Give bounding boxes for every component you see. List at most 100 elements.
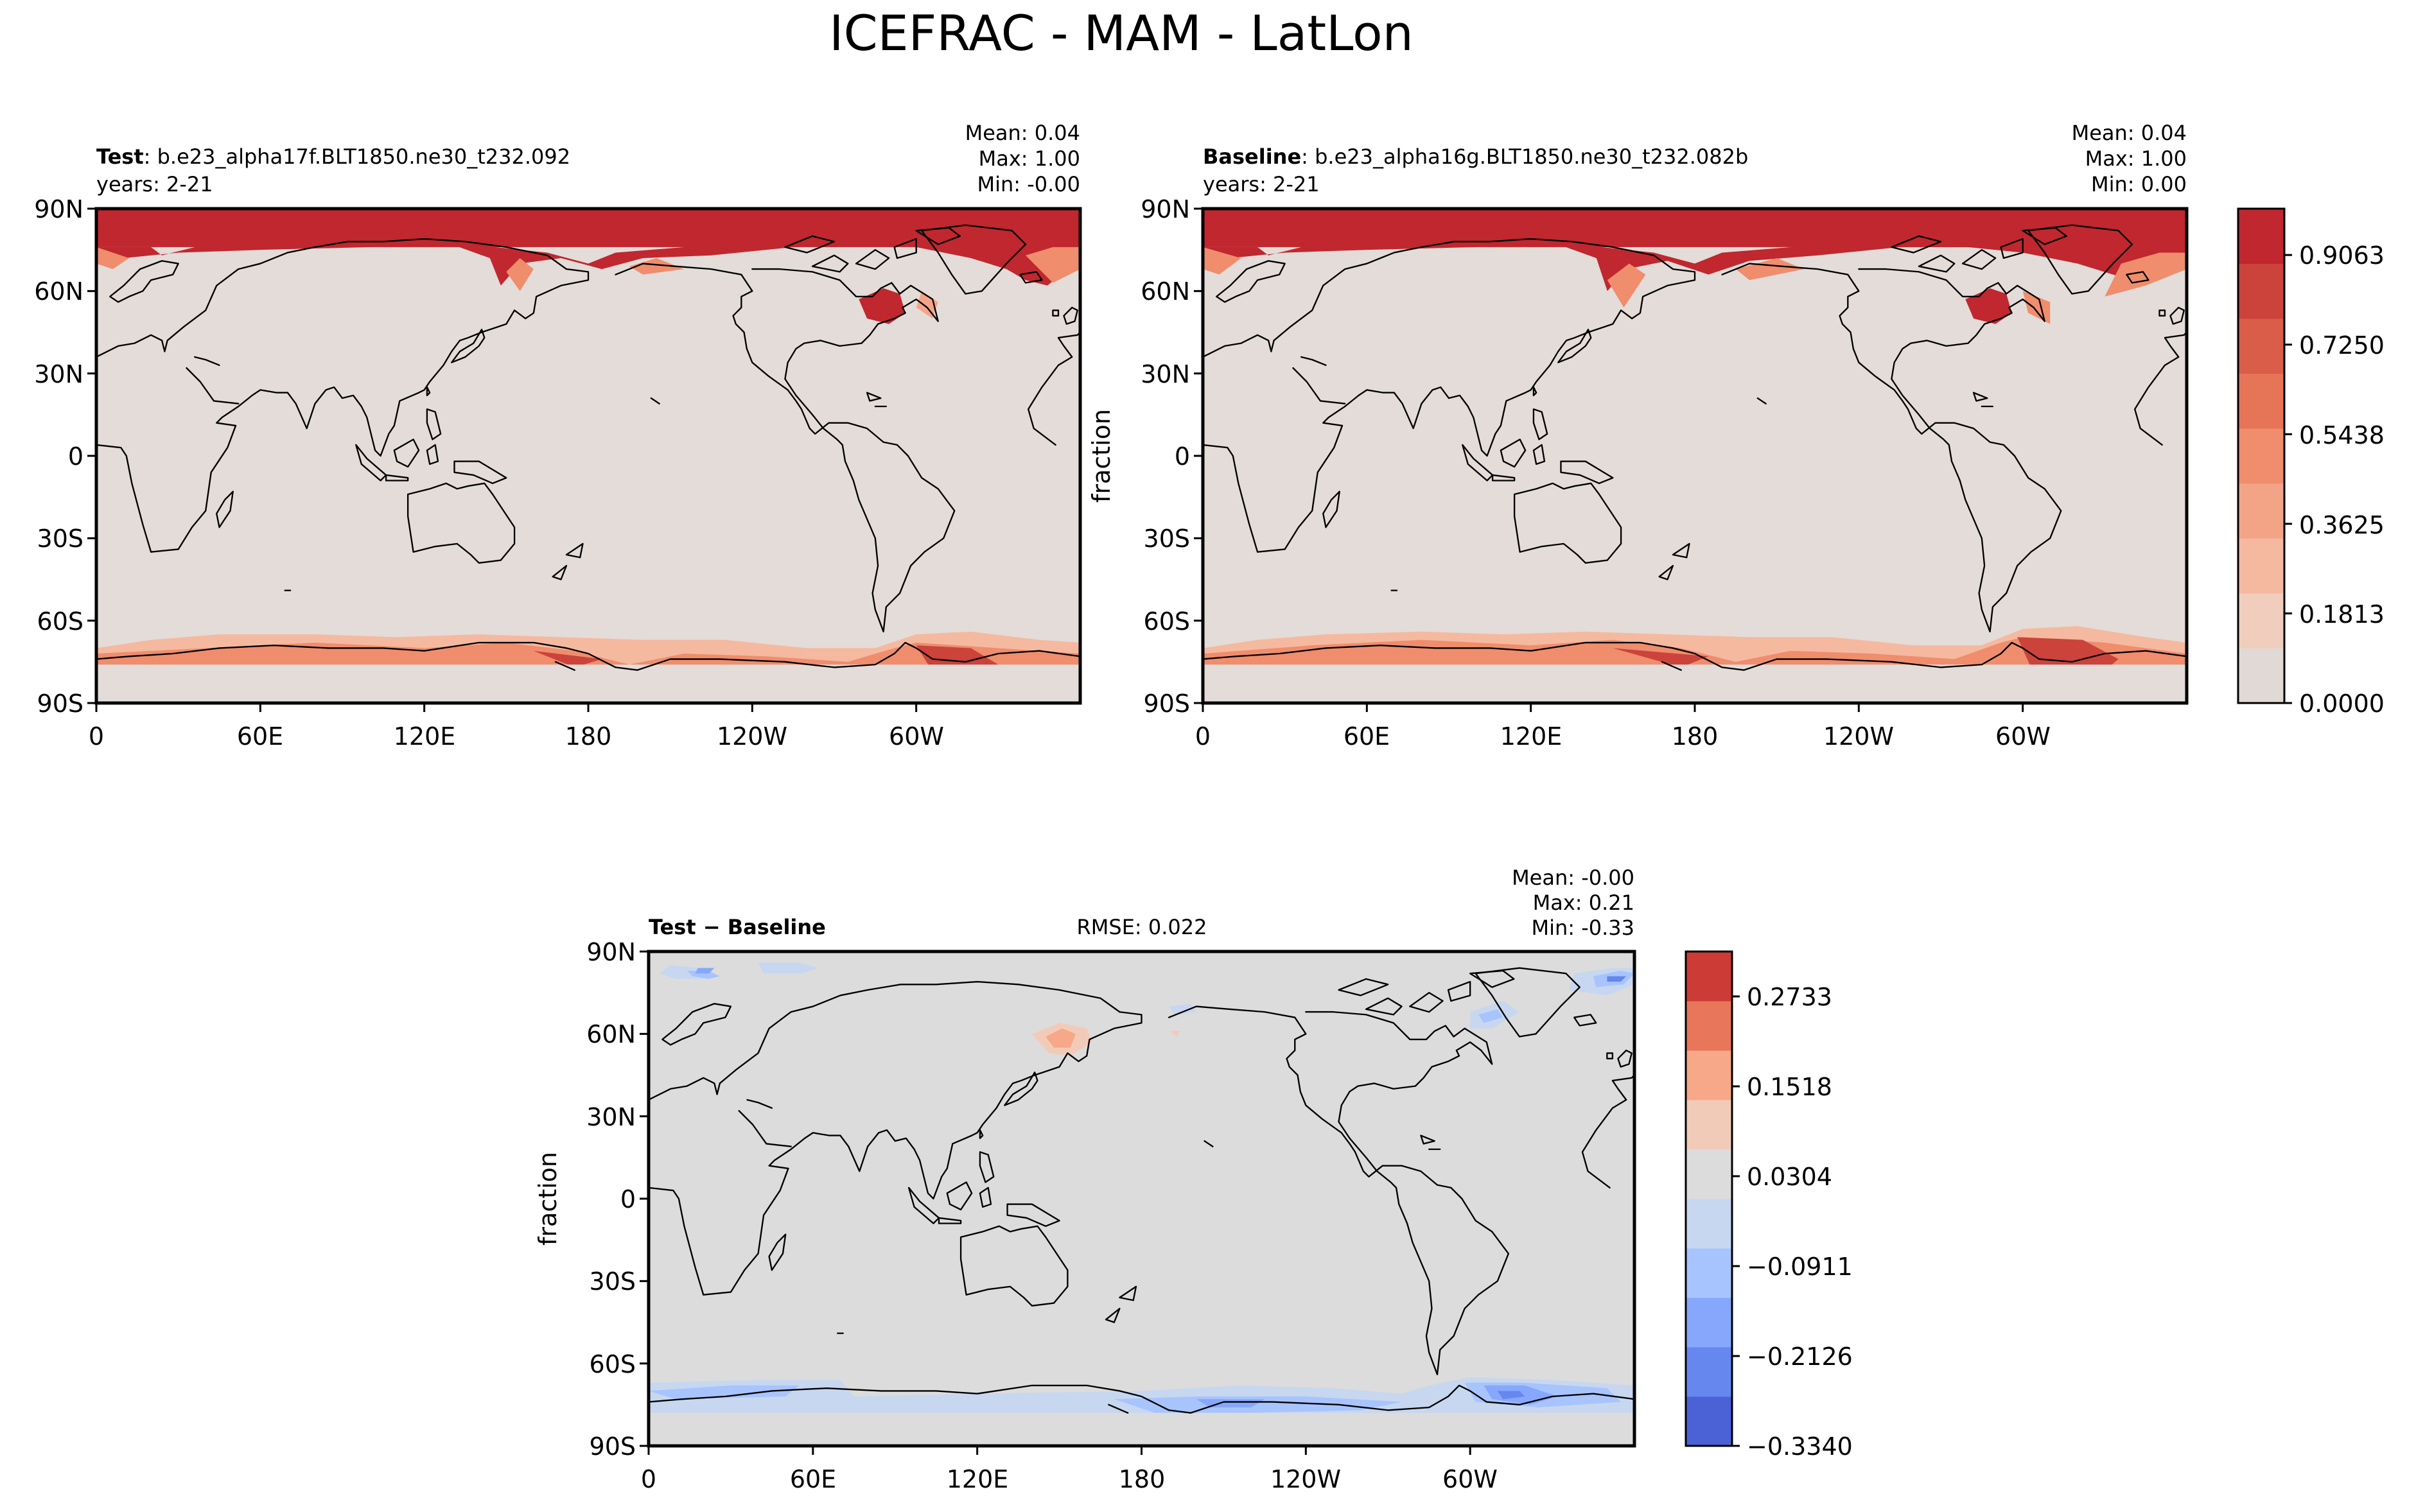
baseline-ytick: 90S (1144, 690, 1190, 718)
colorbar-segment (1686, 1396, 1732, 1447)
baseline-colorbar-tick: 0.0000 (2299, 690, 2385, 718)
diff-ytick: 90N (586, 938, 636, 966)
test-label-bold: Test (96, 144, 144, 169)
baseline-years: years: 2-21 (1203, 172, 1320, 196)
baseline-xtick: 60W (1995, 722, 2051, 751)
test-years: years: 2-21 (96, 172, 213, 196)
baseline-case-label: Baseline: b.e23_alpha16g.BLT1850.ne30_t2… (1203, 144, 1748, 169)
baseline-xtick: 60E (1344, 722, 1390, 751)
test-map-background (96, 209, 1080, 703)
test-antarctic-ice-inner (533, 645, 999, 676)
diff-max: Max: 0.21 (1533, 891, 1634, 915)
test-ytick: 90N (34, 195, 83, 223)
baseline-arctic-ice-edge (1203, 236, 2187, 291)
colorbar-segment (2238, 483, 2284, 539)
baseline-ylabel: fraction (1087, 409, 1116, 503)
diff-ytick: 30S (590, 1267, 636, 1296)
test-panel: Test: b.e23_alpha17f.BLT1850.ne30_t232.0… (34, 121, 1082, 751)
colorbar-segment (2238, 373, 2284, 429)
diff-label: Test − Baseline (649, 915, 826, 939)
baseline-tick-marks (1194, 207, 2024, 712)
baseline-ytick: 60N (1141, 277, 1190, 306)
diff-xtick: 180 (1119, 1465, 1166, 1493)
test-labrador-ice (916, 291, 938, 319)
baseline-ytick: 30S (1144, 525, 1190, 553)
baseline-ytick: 90N (1141, 195, 1190, 223)
test-case-name: : b.e23_alpha17f.BLT1850.ne30_t232.092 (144, 144, 570, 169)
diff-tick-marks (640, 950, 1471, 1455)
diff-xtick: 60E (790, 1465, 836, 1493)
diff-rmse: RMSE: 0.022 (1077, 915, 1207, 939)
test-map (96, 209, 1080, 703)
baseline-xtick: 120E (1500, 722, 1563, 751)
colorbar-segment (2238, 209, 2284, 265)
baseline-case-name: : b.e23_alpha16g.BLT1850.ne30_t232.082b (1301, 144, 1748, 169)
diff-mean: Mean: -0.00 (1512, 865, 1634, 890)
test-xtick: 120W (717, 722, 787, 751)
test-ytick: 90S (37, 690, 83, 718)
diff-anomaly-neg (758, 962, 819, 974)
diff-colorbar-tick: −0.2126 (1747, 1343, 1853, 1371)
colorbar-segment (1686, 952, 1732, 1002)
colorbar-segment (2238, 428, 2284, 484)
diff-xtick: 120E (947, 1465, 1009, 1493)
baseline-colorbar-tick: 0.5438 (2299, 421, 2385, 449)
diff-colorbar-tick: −0.0911 (1747, 1253, 1853, 1281)
test-max: Max: 1.00 (979, 146, 1080, 171)
colorbar-segment (1686, 1248, 1732, 1298)
test-ytick: 60S (37, 607, 83, 636)
test-antarctica-land (96, 665, 1080, 703)
baseline-map (1203, 209, 2187, 703)
colorbar-segment (2238, 318, 2284, 374)
baseline-colorbar-frame (2237, 207, 2286, 704)
diff-xtick: 120W (1270, 1465, 1341, 1493)
baseline-xtick: 180 (1672, 722, 1719, 751)
diff-colorbar-tick: 0.0304 (1747, 1163, 1832, 1191)
diff-ylabel: fraction (534, 1152, 562, 1246)
diff-ytick: 90S (590, 1432, 636, 1461)
diff-xtick: 60W (1442, 1465, 1498, 1493)
test-ytick: 0 (68, 442, 83, 471)
baseline-ytick: 0 (1175, 442, 1190, 471)
diff-anomaly-neg (1497, 1391, 1525, 1400)
diff-antarctica-land (649, 1412, 1634, 1446)
colorbar-segment (1686, 1149, 1732, 1199)
colorbar-segment (1686, 1100, 1732, 1150)
colorbar-segment (1686, 1347, 1732, 1397)
test-tick-marks (87, 207, 918, 712)
diff-anomaly-pos (1169, 1031, 1180, 1037)
baseline-panel: Baseline: b.e23_alpha16g.BLT1850.ne30_t2… (1087, 121, 2385, 751)
diff-xtick: 0 (641, 1465, 656, 1493)
colorbar-segment (1686, 1199, 1732, 1249)
test-min: Min: -0.00 (977, 172, 1080, 196)
diff-anomaly-neg (649, 1382, 1621, 1413)
figure-title: ICEFRAC - MAM - LatLon (829, 4, 1414, 62)
baseline-antarctica-land (1203, 665, 2187, 703)
colorbar-segment (2238, 648, 2284, 704)
test-ytick: 30N (34, 360, 83, 388)
colorbar-segment (2238, 593, 2284, 648)
baseline-label-bold: Baseline (1203, 144, 1301, 169)
colorbar-segment (2238, 538, 2284, 594)
diff-colorbar-tick: 0.2733 (1747, 983, 1832, 1011)
diff-ytick: 0 (620, 1185, 636, 1213)
test-xtick: 180 (565, 722, 612, 751)
test-xtick: 60W (889, 722, 944, 751)
baseline-xtick: 0 (1195, 722, 1211, 751)
test-mean: Mean: 0.04 (965, 121, 1080, 145)
baseline-max: Max: 1.00 (2085, 146, 2187, 171)
diff-anomaly-neg (695, 968, 715, 974)
diff-anomaly-pos (1046, 1028, 1076, 1048)
diff-map-background (649, 952, 1634, 1446)
test-xtick: 0 (89, 722, 104, 751)
baseline-colorbar-tick: 0.7250 (2299, 331, 2385, 360)
colorbar-segment (2238, 263, 2284, 319)
baseline-ytick: 30N (1141, 360, 1190, 388)
test-xtick: 120E (394, 722, 456, 751)
colorbar-segment (1686, 1298, 1732, 1348)
test-arctic-ice-edge (96, 236, 1080, 286)
test-ytick: 30S (37, 525, 83, 553)
diff-anomaly-neg (1478, 1009, 1503, 1023)
diff-ytick: 30N (586, 1103, 636, 1131)
diff-anomaly-neg (1607, 976, 1627, 982)
